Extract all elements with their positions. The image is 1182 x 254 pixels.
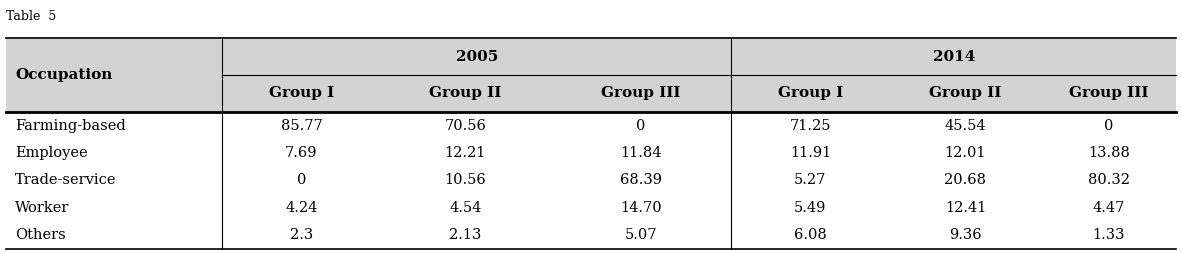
Text: 12.01: 12.01 — [944, 146, 986, 160]
Text: Employee: Employee — [15, 146, 87, 160]
Text: 10.56: 10.56 — [444, 173, 486, 187]
Text: 7.69: 7.69 — [285, 146, 318, 160]
Bar — [6, 112, 1176, 139]
Text: Group III: Group III — [1069, 86, 1149, 100]
Text: Table  5: Table 5 — [6, 10, 57, 23]
Bar — [6, 139, 1176, 167]
Text: 2005: 2005 — [456, 50, 498, 64]
Text: 2.3: 2.3 — [290, 228, 313, 242]
Text: 5.27: 5.27 — [794, 173, 826, 187]
Bar — [6, 194, 1176, 221]
Text: 9.36: 9.36 — [949, 228, 982, 242]
Text: Occupation: Occupation — [15, 68, 112, 82]
Text: 12.41: 12.41 — [944, 201, 986, 215]
Text: Worker: Worker — [15, 201, 70, 215]
Text: Group I: Group I — [778, 86, 843, 100]
Text: Group III: Group III — [600, 86, 681, 100]
Text: 11.91: 11.91 — [790, 146, 831, 160]
Text: Group II: Group II — [429, 86, 501, 100]
Text: 71.25: 71.25 — [790, 119, 831, 133]
Text: 2014: 2014 — [933, 50, 975, 64]
Text: 5.49: 5.49 — [794, 201, 826, 215]
Text: 2.13: 2.13 — [449, 228, 481, 242]
Text: 0: 0 — [636, 119, 645, 133]
Text: 4.47: 4.47 — [1092, 201, 1125, 215]
Text: 0: 0 — [1104, 119, 1113, 133]
Text: 4.54: 4.54 — [449, 201, 481, 215]
Text: 45.54: 45.54 — [944, 119, 986, 133]
Text: 68.39: 68.39 — [619, 173, 662, 187]
Text: 6.08: 6.08 — [794, 228, 826, 242]
Bar — [6, 75, 1176, 112]
Text: 14.70: 14.70 — [619, 201, 662, 215]
Bar — [6, 167, 1176, 194]
Text: Farming-based: Farming-based — [15, 119, 126, 133]
Text: Others: Others — [15, 228, 66, 242]
Text: 1.33: 1.33 — [1092, 228, 1125, 242]
Text: 85.77: 85.77 — [280, 119, 323, 133]
Text: Trade-service: Trade-service — [15, 173, 117, 187]
Bar — [6, 38, 1176, 75]
Text: Group II: Group II — [929, 86, 1001, 100]
Text: 11.84: 11.84 — [621, 146, 662, 160]
Text: 0: 0 — [297, 173, 306, 187]
Text: 5.07: 5.07 — [624, 228, 657, 242]
Text: 12.21: 12.21 — [444, 146, 486, 160]
Text: 13.88: 13.88 — [1087, 146, 1130, 160]
Text: Group I: Group I — [268, 86, 335, 100]
Bar — [6, 221, 1176, 249]
Text: 4.24: 4.24 — [285, 201, 318, 215]
Text: 80.32: 80.32 — [1087, 173, 1130, 187]
Text: 20.68: 20.68 — [944, 173, 987, 187]
Text: 70.56: 70.56 — [444, 119, 486, 133]
